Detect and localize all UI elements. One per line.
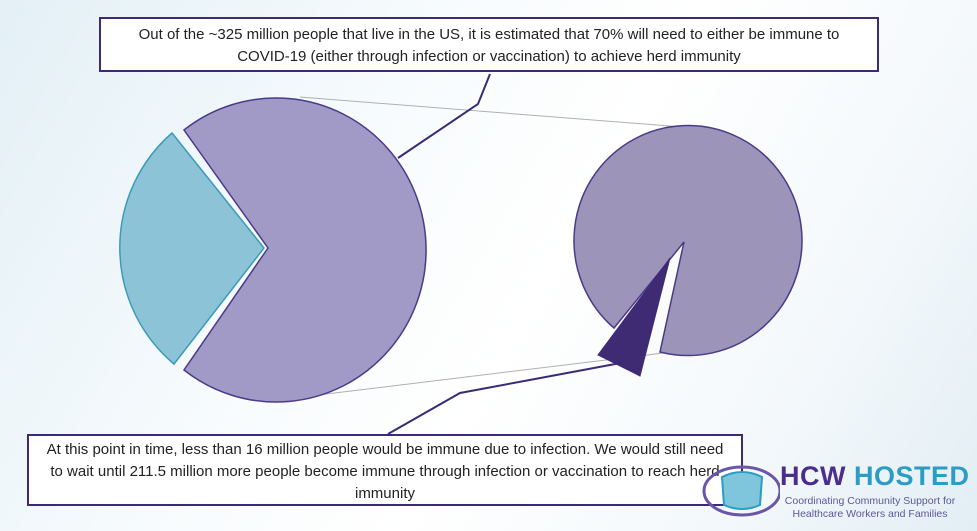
callout-pointer-top	[397, 73, 491, 159]
pie1-slice-needed	[182, 97, 427, 403]
pie2-slice-immune-infection	[597, 257, 671, 377]
callout-pointer-bottom	[387, 361, 627, 435]
pie2-slice-still-needed	[573, 124, 803, 357]
logo-subtitle: Coordinating Community Support for Healt…	[784, 495, 956, 520]
callout-bottom: At this point in time, less than 16 mill…	[27, 434, 743, 506]
logo-title-hosted: HOSTED	[854, 461, 970, 491]
callout-top-text: Out of the ~325 million people that live…	[138, 26, 840, 65]
hcw-hosted-logo: HCW HOSTED Coordinating Community Suppor…	[700, 455, 975, 525]
callout-top: Out of the ~325 million people that live…	[99, 17, 879, 72]
mask-icon	[702, 465, 780, 517]
pie1-slice-other	[119, 131, 265, 366]
logo-title-hcw: HCW	[780, 461, 846, 491]
callout-bottom-text: At this point in time, less than 16 mill…	[46, 441, 724, 502]
connector-line-top	[299, 96, 683, 128]
